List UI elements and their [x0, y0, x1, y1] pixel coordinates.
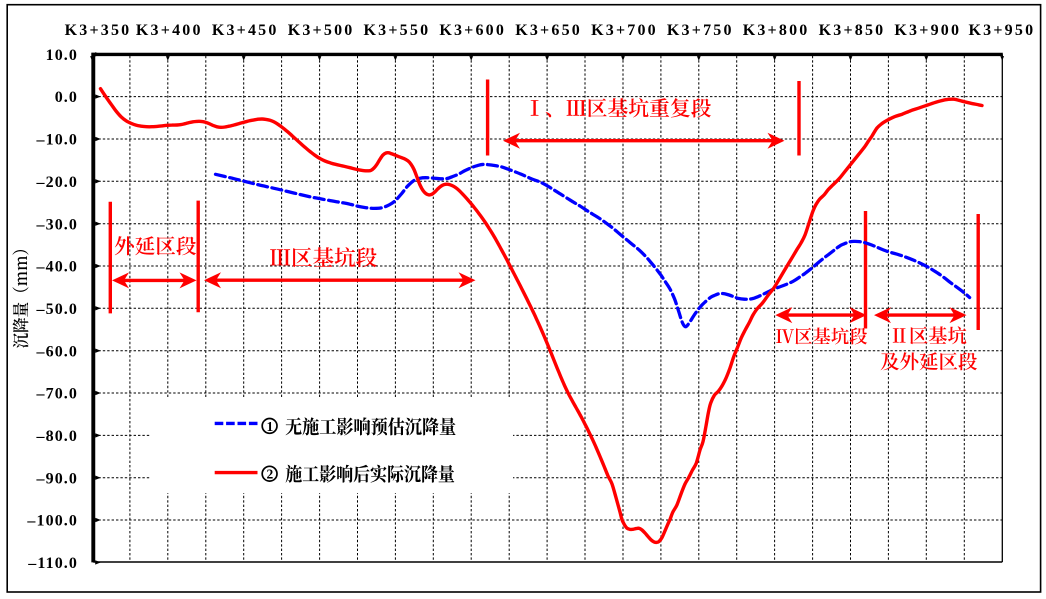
- svg-text:–10.0: –10.0: [36, 132, 79, 149]
- svg-text:1: 1: [267, 419, 274, 434]
- svg-text:K3+850: K3+850: [819, 22, 886, 39]
- svg-text:–50.0: –50.0: [36, 301, 79, 318]
- svg-text:K3+400: K3+400: [136, 22, 203, 39]
- svg-text:K3+750: K3+750: [667, 22, 734, 39]
- svg-text:10.0: 10.0: [46, 47, 78, 64]
- svg-text:–70.0: –70.0: [36, 386, 79, 403]
- svg-text:0.0: 0.0: [55, 89, 78, 106]
- svg-text:–20.0: –20.0: [36, 174, 79, 191]
- svg-text:K3+700: K3+700: [591, 22, 658, 39]
- svg-text:K3+500: K3+500: [288, 22, 355, 39]
- svg-text:K3+550: K3+550: [364, 22, 431, 39]
- svg-text:–40.0: –40.0: [36, 259, 79, 276]
- svg-text:–90.0: –90.0: [36, 470, 79, 487]
- svg-text:2: 2: [267, 467, 274, 482]
- svg-text:K3+350: K3+350: [65, 22, 132, 39]
- svg-text:–80.0: –80.0: [36, 428, 79, 445]
- svg-text:–100.0: –100.0: [26, 513, 78, 530]
- svg-text:K3+800: K3+800: [743, 22, 810, 39]
- svg-text:K3+650: K3+650: [515, 22, 582, 39]
- svg-text:–110.0: –110.0: [27, 555, 78, 572]
- svg-text:K3+900: K3+900: [894, 22, 961, 39]
- svg-text:K3+450: K3+450: [212, 22, 279, 39]
- svg-text:–60.0: –60.0: [36, 343, 79, 360]
- svg-text:K3+600: K3+600: [439, 22, 506, 39]
- svg-text:K3+950: K3+950: [969, 22, 1036, 39]
- svg-text:–30.0: –30.0: [36, 216, 79, 233]
